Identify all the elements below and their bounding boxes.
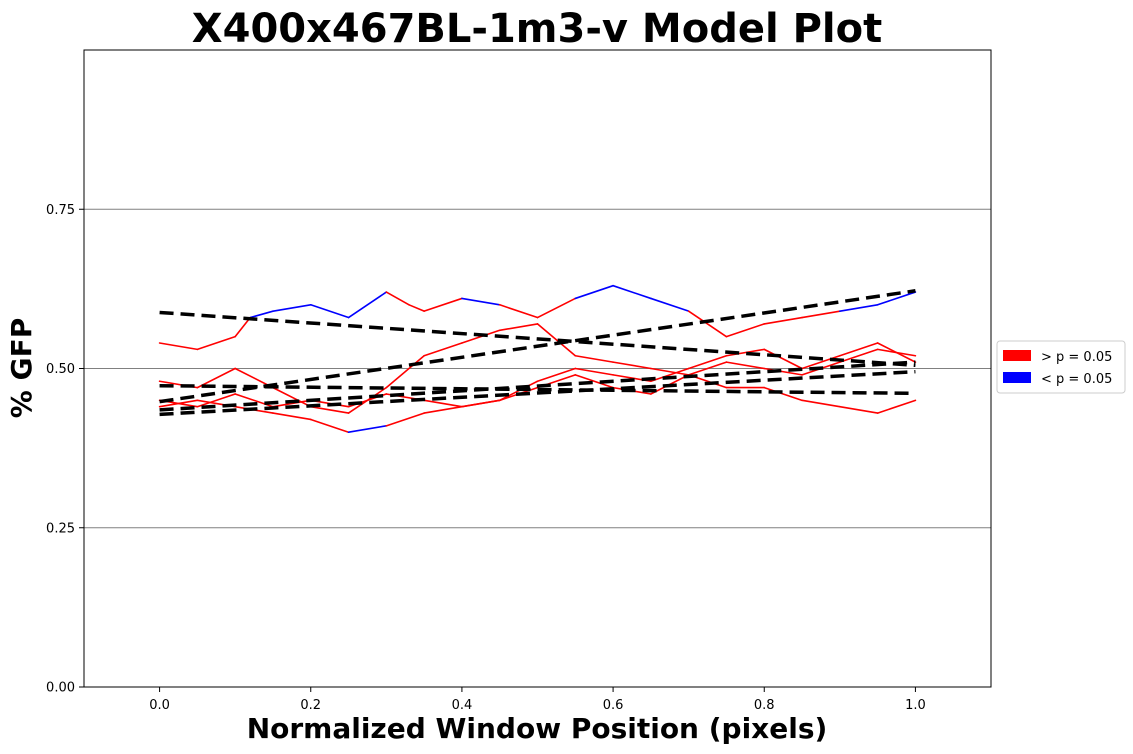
series-3-segment xyxy=(461,399,501,408)
series-3-segment xyxy=(272,399,312,408)
series-0-segment xyxy=(801,310,841,319)
legend-label-significant: < p = 0.05 xyxy=(1041,372,1112,387)
series-0-segment xyxy=(158,342,199,351)
x-axis-ticks: 0.0 0.2 0.4 0.6 0.8 1.0 xyxy=(149,687,926,713)
series-1-segment xyxy=(309,405,350,414)
legend: > p = 0.05 < p = 0.05 xyxy=(996,340,1126,394)
series-3-segment xyxy=(763,386,803,402)
series-0-segment xyxy=(612,284,652,300)
y-tick-label: 0.50 xyxy=(46,362,75,377)
series-1-segment xyxy=(839,348,879,363)
series-1-segment xyxy=(650,367,690,376)
series-3-segment xyxy=(196,393,236,408)
series-1-segment xyxy=(498,323,539,332)
series-2-segment xyxy=(272,412,312,421)
series-2-segment xyxy=(574,367,614,376)
series-0-segment xyxy=(763,316,803,325)
series-2-segment xyxy=(347,425,388,434)
fit-line-0 xyxy=(159,310,916,368)
series-0-segment xyxy=(196,335,236,351)
y-tick-label: 0.00 xyxy=(46,681,75,696)
legend-swatch-significant xyxy=(1003,372,1031,383)
x-tick-label: 0.8 xyxy=(754,698,775,713)
x-tick-label: 0.0 xyxy=(149,698,170,713)
series-1-segment xyxy=(272,386,312,408)
legend-label-not-significant: > p = 0.05 xyxy=(1041,350,1112,365)
y-axis-label: % GFP xyxy=(5,318,38,418)
series-3-segment xyxy=(839,405,879,414)
series-0-segment xyxy=(839,303,879,312)
series-1-segment xyxy=(687,361,728,376)
series-2-segment xyxy=(687,354,728,370)
series-0-segment xyxy=(876,291,917,306)
series-0-segment xyxy=(347,291,388,319)
series-0-segment xyxy=(249,310,274,319)
series-0-segment xyxy=(309,303,350,319)
x-tick-label: 1.0 xyxy=(905,698,926,713)
series-0-segment xyxy=(687,310,728,338)
series-0-segment xyxy=(408,303,425,312)
series-0-segment xyxy=(423,297,463,312)
x-tick-label: 0.6 xyxy=(603,698,624,713)
x-tick-label: 0.2 xyxy=(300,698,321,713)
series-0-segment xyxy=(725,323,766,338)
series-0-segment xyxy=(574,284,614,300)
series-2-segment xyxy=(725,348,766,357)
series-2-segment xyxy=(876,342,917,363)
series-0-segment xyxy=(536,297,577,319)
series-1-segment xyxy=(612,361,652,370)
y-axis-ticks: 0.00 0.25 0.50 0.75 xyxy=(46,203,84,696)
series-1-segment xyxy=(574,354,614,363)
series-1-segment xyxy=(385,354,425,389)
y-tick-label: 0.25 xyxy=(46,521,75,536)
series-1-segment xyxy=(725,361,766,370)
series-2-segment xyxy=(650,367,690,383)
series-2-segment xyxy=(309,418,350,434)
series-0-segment xyxy=(650,297,690,312)
series-0-segment xyxy=(385,291,410,306)
fit-line-3 xyxy=(159,360,916,412)
series-0-segment xyxy=(461,297,501,306)
series-0 xyxy=(158,284,917,351)
series-0-segment xyxy=(234,316,252,338)
series-3-segment xyxy=(876,399,917,414)
fit-line-1 xyxy=(159,289,916,404)
series-1-segment xyxy=(536,323,577,357)
series-1-segment xyxy=(423,342,463,357)
series-0-segment xyxy=(272,303,312,312)
x-tick-label: 0.4 xyxy=(452,698,473,713)
series-2-segment xyxy=(423,405,463,414)
series-2-segment xyxy=(763,348,803,370)
series-3-segment xyxy=(801,399,841,408)
y-tick-label: 0.75 xyxy=(46,203,75,218)
series-3-segment xyxy=(423,399,463,408)
legend-swatch-not-significant xyxy=(1003,350,1031,361)
x-axis-label: Normalized Window Position (pixels) xyxy=(247,712,828,745)
series-0-segment xyxy=(498,303,539,319)
series-3-segment xyxy=(574,374,614,389)
series-2-segment xyxy=(839,342,879,357)
series-2-segment xyxy=(385,412,425,427)
fit-line-4 xyxy=(159,369,916,417)
fit-lines-group xyxy=(159,289,916,417)
series-2-segment xyxy=(536,367,577,383)
series-group xyxy=(158,284,917,434)
chart-title: X400x467BL-1m3-v Model Plot xyxy=(192,6,882,52)
